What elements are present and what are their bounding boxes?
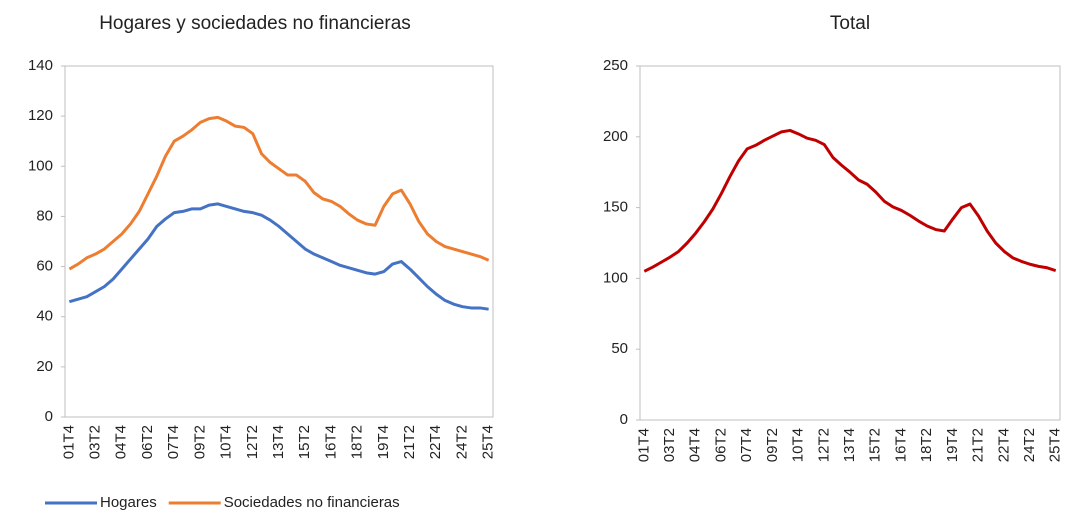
- x-tick-label: 04T4: [113, 425, 130, 459]
- x-tick-label: 13T4: [270, 425, 287, 459]
- x-tick-label: 04T4: [687, 428, 704, 462]
- x-tick-label: 24T2: [1021, 428, 1038, 462]
- x-tick-label: 03T2: [661, 428, 678, 462]
- x-tick-label: 01T4: [60, 425, 77, 459]
- x-tick-label: 10T4: [790, 428, 807, 462]
- y-tick-label: 100: [603, 269, 628, 286]
- y-tick-label: 0: [45, 408, 53, 425]
- y-tick-label: 40: [36, 308, 53, 325]
- x-tick-label: 21T2: [970, 428, 987, 462]
- x-tick-label: 09T2: [764, 428, 781, 462]
- x-tick-label: 15T2: [867, 428, 884, 462]
- x-tick-label: 12T2: [244, 425, 261, 459]
- x-tick-label: 25T4: [1047, 428, 1064, 462]
- plot-frame: [639, 65, 1061, 421]
- x-tick-label: 01T4: [635, 428, 652, 462]
- x-tick-label: 18T2: [918, 428, 935, 462]
- x-tick-label: 19T4: [944, 428, 961, 462]
- x-tick-label: 06T2: [712, 428, 729, 462]
- y-tick-label: 20: [36, 358, 53, 375]
- y-tick-label: 80: [36, 207, 53, 224]
- x-tick-label: 06T2: [139, 425, 156, 459]
- x-tick-label: 16T4: [892, 428, 909, 462]
- series-line: [68, 115, 490, 271]
- chart-title: Hogares y sociedades no financieras: [99, 13, 411, 34]
- x-tick-label: 07T4: [738, 428, 755, 462]
- legend-label: Sociedades no financieras: [224, 494, 400, 511]
- x-tick-label: 18T2: [349, 425, 366, 459]
- y-tick-label: 150: [603, 199, 628, 216]
- chart-title: Total: [830, 13, 870, 34]
- x-tick-label: 22T4: [995, 428, 1012, 462]
- x-tick-label: 25T4: [480, 425, 497, 459]
- y-tick-label: 250: [603, 57, 628, 74]
- x-tick-label: 19T4: [375, 425, 392, 459]
- x-tick-label: 09T2: [191, 425, 208, 459]
- series-line: [643, 128, 1057, 273]
- y-tick-label: 100: [28, 157, 53, 174]
- x-tick-label: 24T2: [453, 425, 470, 459]
- x-tick-label: 21T2: [401, 425, 418, 459]
- y-tick-label: 120: [28, 107, 53, 124]
- x-tick-label: 13T4: [841, 428, 858, 462]
- x-tick-label: 22T4: [427, 425, 444, 459]
- x-tick-label: 15T2: [296, 425, 313, 459]
- x-tick-label: 10T4: [218, 425, 235, 459]
- series-line: [68, 202, 489, 311]
- y-tick-label: 50: [611, 340, 628, 357]
- plot-frame: [64, 65, 494, 418]
- legend-label: Hogares: [100, 494, 157, 511]
- x-tick-label: 12T2: [815, 428, 832, 462]
- y-tick-label: 200: [603, 128, 628, 145]
- x-tick-label: 03T2: [87, 425, 104, 459]
- y-tick-label: 60: [36, 258, 53, 275]
- x-tick-label: 07T4: [165, 425, 182, 459]
- x-tick-label: 16T4: [322, 425, 339, 459]
- y-tick-label: 0: [620, 411, 628, 428]
- y-tick-label: 140: [28, 57, 53, 74]
